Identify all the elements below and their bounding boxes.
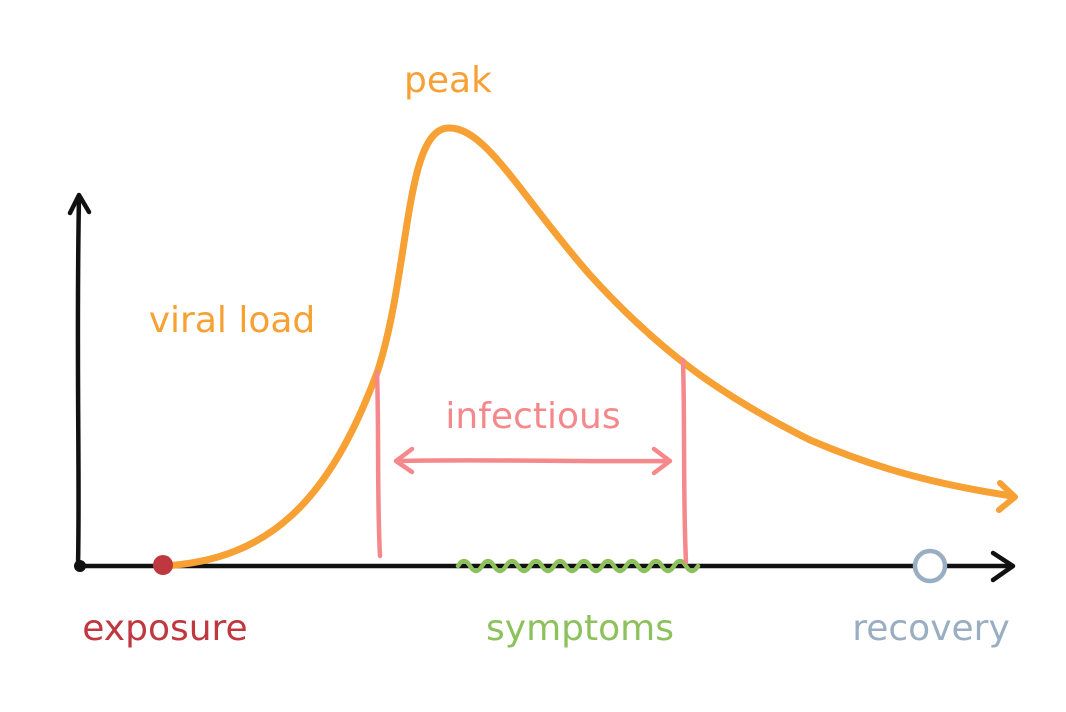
symptoms-label: symptoms (486, 608, 674, 649)
infectious-arrowhead-left (393, 446, 415, 475)
infectious-arrowhead-right (651, 446, 673, 476)
infectious-range-arrow (395, 458, 671, 464)
y-axis (67, 192, 92, 569)
viral-load-label: viral load (149, 300, 316, 341)
recovery-circle (912, 548, 948, 584)
infectious-start-line (374, 369, 383, 559)
x-axis-arrowhead (990, 550, 1016, 583)
peak-label: peak (404, 60, 492, 101)
exposure-dot (153, 555, 173, 575)
x-axis-line (77, 563, 1015, 569)
infectious-label: infectious (445, 396, 620, 437)
viral-load-curve (159, 124, 1016, 570)
infectious-window (374, 357, 689, 565)
recovery-label: recovery (852, 608, 1010, 649)
infectious-end-line (680, 357, 689, 565)
origin-dot (74, 560, 86, 572)
exposure-label: exposure (82, 608, 247, 649)
viral-load-curve-arrowhead (996, 480, 1018, 513)
y-axis-arrowhead (67, 192, 92, 216)
symptoms-squiggle (455, 558, 701, 574)
y-axis-line (75, 193, 82, 569)
